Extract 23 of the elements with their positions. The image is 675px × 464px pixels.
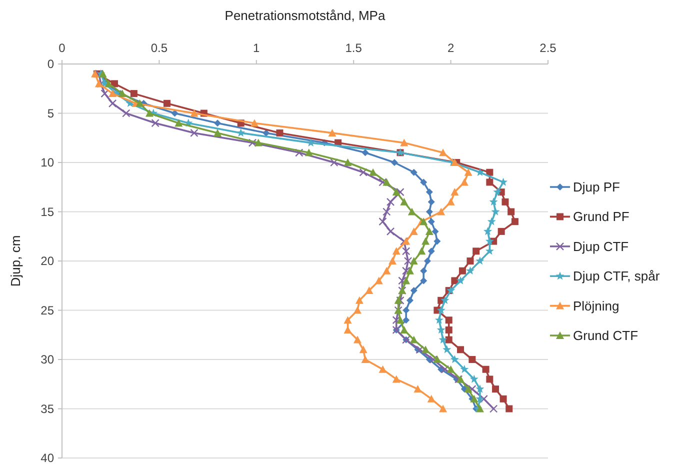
- y-tick-label: 5: [47, 106, 54, 120]
- legend-label: Djup CTF, spår: [573, 268, 660, 284]
- x-tick-label: 1: [253, 41, 260, 55]
- legend-label: Plöjning: [573, 298, 620, 314]
- y-tick-label: 30: [40, 352, 54, 366]
- y-tick-label: 15: [40, 204, 54, 219]
- y-tick-label: 35: [40, 402, 54, 416]
- y-tick-label: 40: [40, 451, 54, 464]
- y-tick-label: 25: [40, 303, 54, 318]
- legend-label: Djup CTF: [573, 238, 629, 254]
- legend-label: Grund PF: [573, 209, 630, 224]
- x-axis-title: Penetrationsmotstånd, MPa: [224, 8, 386, 23]
- x-tick-label: 0.5: [150, 41, 168, 55]
- x-tick-label: 0: [58, 41, 66, 55]
- y-tick-label: 20: [40, 254, 54, 268]
- x-tick-label: 2.5: [540, 41, 557, 55]
- legend-label: Djup PF: [573, 180, 620, 194]
- y-tick-label: 10: [40, 156, 54, 170]
- x-tick-label: 1.5: [345, 41, 362, 55]
- y-axis-title: Djup, cm: [8, 235, 23, 287]
- x-tick-label: 2: [447, 41, 454, 55]
- y-tick-label: 0: [47, 57, 54, 71]
- legend-label: Grund CTF: [573, 328, 638, 343]
